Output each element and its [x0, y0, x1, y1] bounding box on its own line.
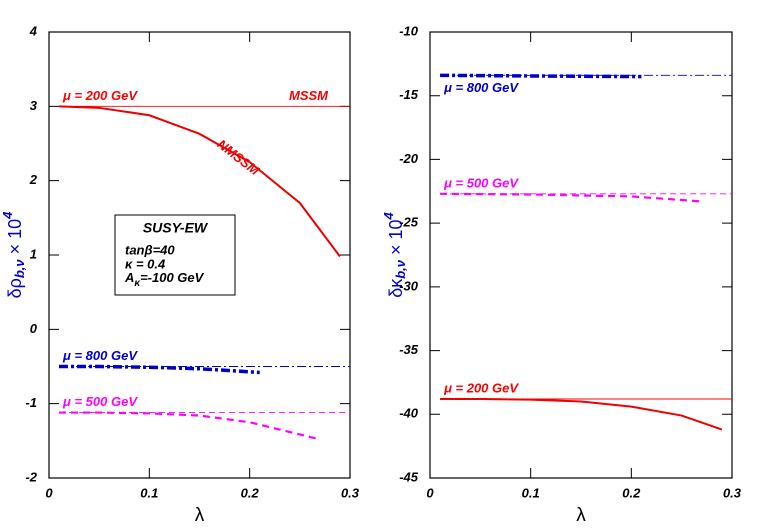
y-axis-label: δκb,ν × 104: [381, 211, 408, 297]
x-tick-label: 0.1: [522, 485, 540, 500]
series-label: μ = 500 GeV: [62, 394, 138, 409]
series-label: μ = 800 GeV: [62, 348, 138, 363]
x-tick-label: 0.1: [140, 485, 158, 500]
y-label-sup: 4: [0, 211, 15, 220]
x-tick-label: 0: [426, 485, 434, 500]
y-tick-label: -15: [399, 87, 419, 102]
y-tick-label: 0: [30, 321, 38, 336]
y-label-sub: b,ν: [12, 259, 27, 279]
series-line: [440, 192, 702, 203]
y-tick-label: -45: [399, 469, 419, 484]
series-label: μ = 500 GeV: [443, 175, 519, 190]
box-title: SUSY-EW: [143, 220, 209, 236]
y-label-times: × 10: [5, 219, 25, 260]
x-tick-label: 0.3: [341, 485, 360, 500]
series-line: [440, 73, 642, 79]
x-axis-label: λ: [195, 505, 205, 526]
series-label: μ = 800 GeV: [443, 80, 519, 95]
plot-frame: [429, 31, 733, 479]
info-box: [114, 214, 236, 296]
box-line: tanβ=40: [125, 242, 175, 257]
series-line: [59, 364, 260, 375]
y-tick-label: -20: [399, 151, 419, 166]
y-tick-label: 1: [30, 246, 37, 261]
series-tag: NMSSM: [215, 136, 263, 178]
y-label-sub: b,ν: [393, 259, 408, 279]
series-line: [440, 397, 723, 431]
box-a-sub: κ: [134, 278, 141, 289]
y-label-times: × 10: [386, 219, 406, 260]
x-axis-label: λ: [576, 505, 586, 526]
x-tick-label: 0: [45, 485, 53, 500]
box-line: κ = 0.4: [125, 256, 166, 271]
y-axis-label: δρb,ν × 104: [0, 211, 27, 299]
y-tick-label: -35: [399, 342, 419, 357]
series-line: [59, 411, 321, 441]
y-tick-label: 3: [30, 98, 38, 113]
y-tick-label: -10: [399, 23, 419, 38]
series-tag: MSSM: [289, 88, 329, 103]
series-label: μ = 200 GeV: [62, 88, 138, 103]
y-tick-label: -30: [399, 278, 419, 293]
series-label: μ = 200 GeV: [443, 380, 519, 395]
y-label-sup: 4: [381, 211, 396, 220]
x-tick-label: 0.2: [241, 485, 260, 500]
x-tick-label: 0.3: [723, 485, 742, 500]
y-tick-label: 2: [29, 172, 38, 187]
box-a: A: [124, 270, 134, 285]
x-tick-label: 0.2: [622, 485, 641, 500]
box-a-rest: =-100 GeV: [140, 270, 205, 285]
y-tick-label: -25: [399, 215, 419, 230]
y-tick-label: -2: [25, 469, 37, 484]
y-tick-label: -40: [399, 406, 419, 421]
y-label-base: δκ: [386, 278, 406, 298]
series-line: [58, 105, 341, 258]
y-tick-label: 4: [29, 23, 38, 38]
y-tick-label: -1: [25, 395, 37, 410]
box-line: Aκ=-100 GeV: [124, 270, 205, 288]
y-label-base: δρ: [5, 278, 25, 298]
